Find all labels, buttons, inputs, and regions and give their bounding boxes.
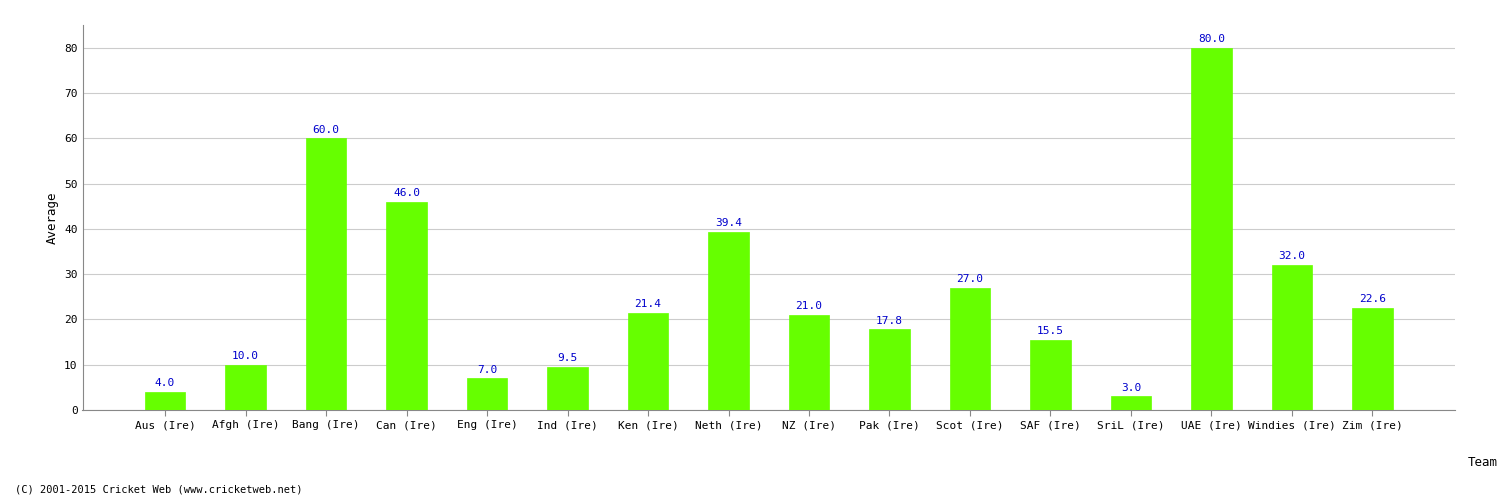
Text: 4.0: 4.0 <box>154 378 176 388</box>
Text: 22.6: 22.6 <box>1359 294 1386 304</box>
X-axis label: Team: Team <box>1467 456 1497 469</box>
Text: 32.0: 32.0 <box>1278 252 1305 262</box>
Text: 17.8: 17.8 <box>876 316 903 326</box>
Text: 80.0: 80.0 <box>1198 34 1225 44</box>
Text: 21.0: 21.0 <box>795 302 822 312</box>
Text: 3.0: 3.0 <box>1120 383 1142 393</box>
Bar <box>1030 340 1071 410</box>
Bar <box>950 288 990 410</box>
Text: 27.0: 27.0 <box>957 274 984 284</box>
Bar <box>466 378 507 410</box>
Text: (C) 2001-2015 Cricket Web (www.cricketweb.net): (C) 2001-2015 Cricket Web (www.cricketwe… <box>15 485 303 495</box>
Text: 60.0: 60.0 <box>312 124 339 134</box>
Bar <box>628 313 668 410</box>
Text: 46.0: 46.0 <box>393 188 420 198</box>
Text: 15.5: 15.5 <box>1036 326 1064 336</box>
Bar <box>708 232 748 410</box>
Bar <box>225 364 266 410</box>
Bar <box>548 367 588 410</box>
Bar <box>1191 48 1231 410</box>
Bar <box>870 330 909 410</box>
Text: 9.5: 9.5 <box>558 354 578 364</box>
Bar <box>789 315 830 410</box>
Bar <box>1353 308 1392 410</box>
Text: 7.0: 7.0 <box>477 364 496 374</box>
Bar <box>146 392 184 410</box>
Text: 10.0: 10.0 <box>232 351 260 361</box>
Bar <box>306 138 347 410</box>
Y-axis label: Average: Average <box>45 191 58 244</box>
Bar <box>1112 396 1150 410</box>
Text: 39.4: 39.4 <box>716 218 742 228</box>
Bar <box>387 202 426 410</box>
Bar <box>1272 265 1312 410</box>
Text: 21.4: 21.4 <box>634 300 662 310</box>
